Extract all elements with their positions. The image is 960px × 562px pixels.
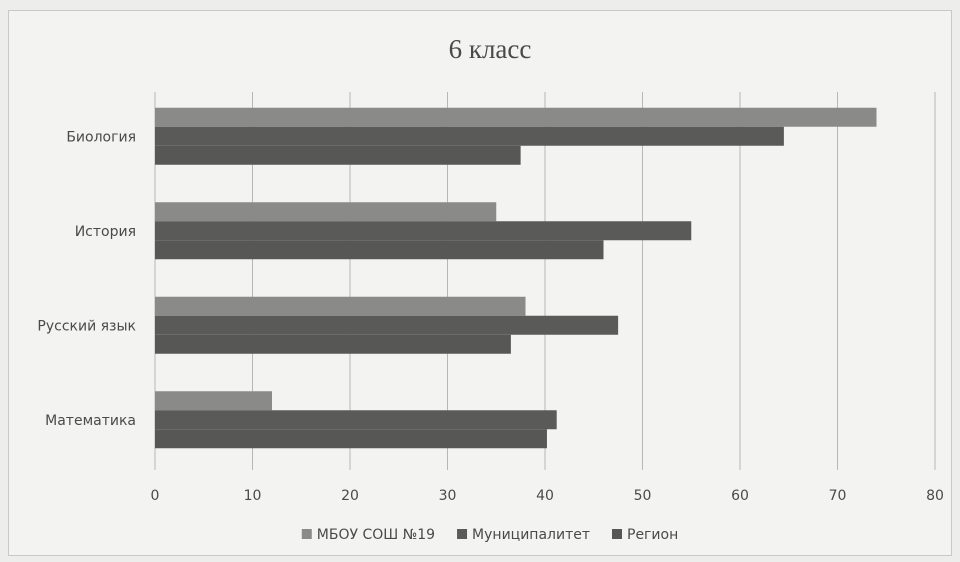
bar (155, 315, 619, 335)
bar (155, 334, 511, 354)
legend-swatch (457, 529, 468, 539)
x-tick-label: 40 (536, 488, 554, 504)
x-tick-label: 10 (244, 488, 262, 504)
category-label: Русский язык (37, 318, 136, 334)
x-tick-label: 0 (151, 488, 160, 504)
category-label: История (75, 224, 136, 240)
bar (155, 296, 526, 316)
x-tick-labels: 0 10 20 30 40 50 60 70 80 (151, 488, 944, 504)
bars (155, 107, 877, 449)
bar (155, 221, 692, 241)
x-tick-label: 20 (341, 488, 359, 504)
chart-frame (8, 10, 952, 556)
bar (155, 202, 497, 222)
category-labels: Биология История Русский язык Математика (37, 129, 136, 429)
category-label: Биология (66, 129, 136, 145)
legend-swatch (612, 529, 622, 539)
legend-label: Регион (627, 527, 678, 543)
bar (155, 126, 784, 146)
bar (155, 410, 557, 430)
legend-swatch (301, 529, 312, 539)
legend: МБОУ СОШ №19 Муниципалитет Регион (301, 527, 678, 543)
bar (155, 391, 272, 411)
category-label: Математика (45, 413, 136, 429)
chart-title: 6 класс (449, 34, 532, 64)
x-tick-label: 70 (829, 488, 847, 504)
x-tick-label: 30 (439, 488, 457, 504)
bar (155, 107, 877, 127)
x-tick-label: 60 (731, 488, 749, 504)
legend-label: МБОУ СОШ №19 (317, 527, 435, 543)
x-tick-label: 80 (926, 488, 944, 504)
bar (155, 240, 604, 260)
legend-label: Муниципалитет (472, 527, 590, 543)
x-tick-label: 50 (634, 488, 652, 504)
bar (155, 145, 521, 165)
bar (155, 429, 547, 449)
